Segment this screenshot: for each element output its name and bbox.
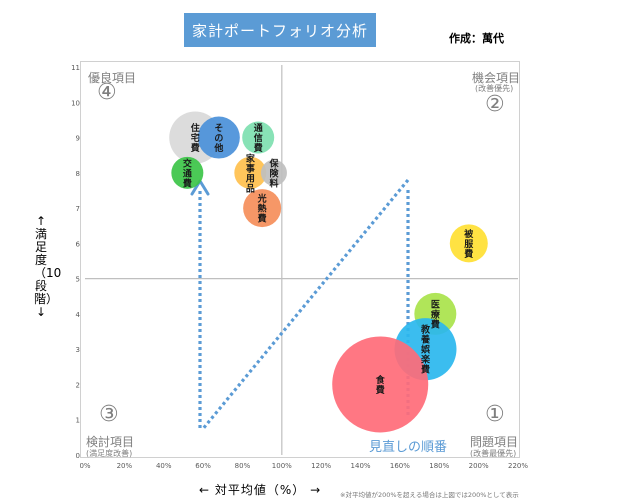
review-order-label: 見直しの順番 xyxy=(369,440,448,455)
bubble-交通費 xyxy=(171,156,204,189)
x-tick-label: 60% xyxy=(195,462,211,470)
quadrant-2-sub: (改善優先) xyxy=(475,84,514,93)
x-tick-label: 20% xyxy=(117,462,133,470)
x-tick-label: 80% xyxy=(235,462,251,470)
bubble-その他 xyxy=(197,116,240,159)
quadrant-3-number: ③ xyxy=(99,402,119,427)
quadrant-2-label: 機会項目 xyxy=(472,71,521,85)
x-tick-label: 40% xyxy=(156,462,172,470)
x-tick-label: 180% xyxy=(429,462,449,470)
x-axis-label: ← 対平均値（%） → xyxy=(199,483,322,497)
quadrant-3-sub: (満足度改善) xyxy=(86,449,133,458)
bubble-label: 家事用品 xyxy=(245,152,256,194)
bubble-光熱費 xyxy=(243,189,282,228)
quadrant-2-number: ② xyxy=(485,92,505,117)
y-tick-label: 3 xyxy=(76,346,80,354)
y-tick-label: 1 xyxy=(76,417,80,425)
bubble-label: 食費 xyxy=(375,374,386,396)
bubble-label: 住宅費 xyxy=(191,122,200,154)
x-tick-label: 160% xyxy=(390,462,410,470)
bubble-label: 保険料 xyxy=(268,157,279,189)
y-tick-label: 2 xyxy=(76,381,80,389)
bubble-label: 光熱費 xyxy=(257,193,267,225)
bubble-label: 被服費 xyxy=(464,228,474,260)
plot-area xyxy=(80,61,520,458)
y-tick-label: 4 xyxy=(76,311,81,319)
y-tick-label: 8 xyxy=(76,170,80,178)
author-label: 作成：萬代 xyxy=(449,32,504,45)
bubble-通信費 xyxy=(242,121,275,154)
bubble-保険料 xyxy=(260,159,287,186)
bubble-label: 医療費 xyxy=(431,299,440,330)
y-tick-label: 9 xyxy=(76,135,80,143)
quadrant-1-number: ① xyxy=(485,402,505,427)
y-tick-label: 0 xyxy=(76,452,80,460)
bubble-label: 交通費 xyxy=(183,157,192,189)
quadrant-3-label: 検討項目 xyxy=(86,435,135,449)
bubble-label: 教養娯楽費 xyxy=(420,324,431,376)
bubble-家事用品 xyxy=(234,156,267,189)
bubble-label: その他 xyxy=(213,123,223,154)
y-tick-label: 10 xyxy=(71,99,80,107)
y-tick-label: 11 xyxy=(71,64,80,72)
bubble-label: 通信費 xyxy=(254,122,263,154)
quadrant-1-label: 問題項目 xyxy=(470,435,519,449)
x-tick-label: 100% xyxy=(272,462,292,470)
quadrant-4-label: 優良項目 xyxy=(88,71,137,85)
chart-title: 家計ポートフォリオ分析 xyxy=(184,13,376,47)
y-tick-label: 5 xyxy=(76,276,80,284)
quadrant-1-sub: (改善最優先) xyxy=(470,449,517,458)
bubble-被服費 xyxy=(449,224,488,263)
x-tick-label: 0% xyxy=(79,462,90,470)
x-tick-label: 120% xyxy=(311,462,331,470)
x-tick-label: 200% xyxy=(469,462,489,470)
footnote: ※対平均値が200%を超える場合は上図では200%として表示 xyxy=(340,491,519,499)
y-tick-label: 7 xyxy=(76,205,80,213)
bubble-食費 xyxy=(332,336,429,433)
x-tick-label: 140% xyxy=(351,462,371,470)
y-tick-label: 6 xyxy=(76,240,81,248)
x-tick-label: 220% xyxy=(508,462,528,470)
quadrant-4-number: ④ xyxy=(97,80,117,105)
y-axis-label: ↑満足度（10段階）↓ xyxy=(34,214,62,319)
